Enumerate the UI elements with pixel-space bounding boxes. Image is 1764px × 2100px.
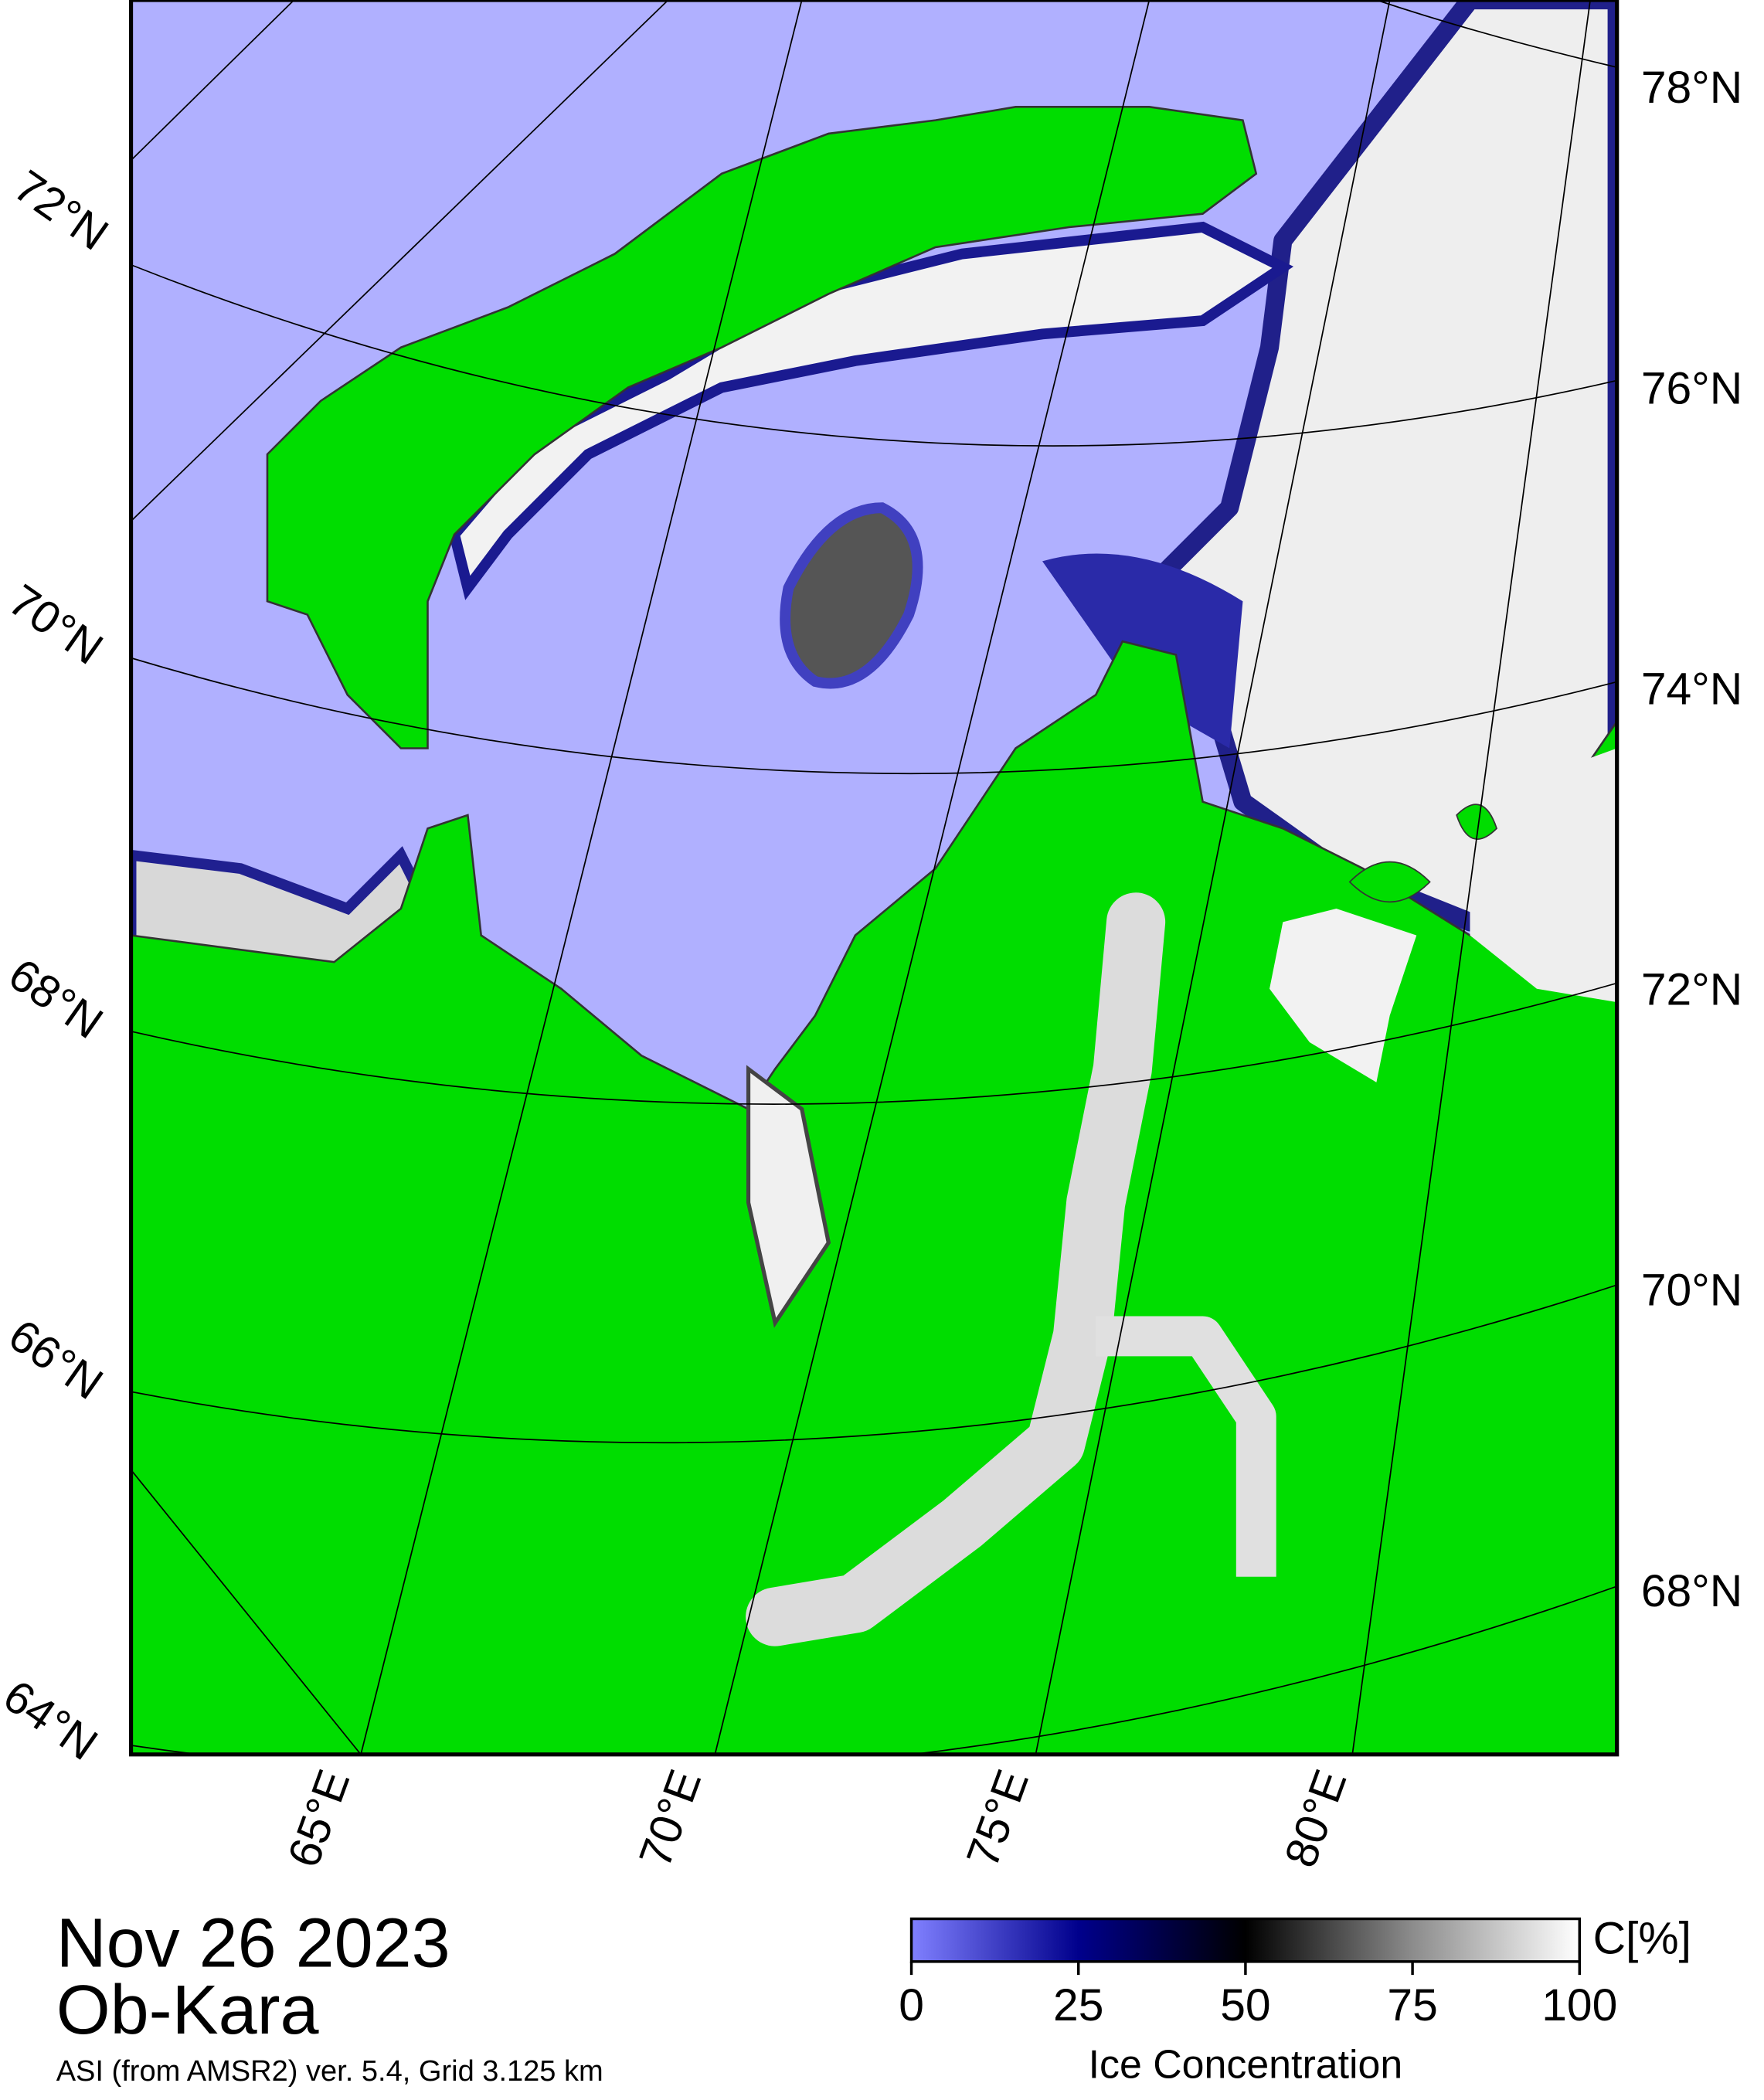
region: Ob-Kara xyxy=(56,1972,320,2049)
graticule xyxy=(131,0,1617,1755)
gulf-ice xyxy=(1096,1316,1276,1577)
sea-ice xyxy=(780,502,923,689)
sea-ice xyxy=(448,221,1294,600)
lat-label: 66°N xyxy=(0,1310,111,1409)
lat-label: 74°N xyxy=(1641,664,1742,714)
gulf-ice xyxy=(746,1065,831,1328)
gulf-ice xyxy=(1269,909,1417,1082)
date: Nov 26 2023 xyxy=(56,1905,450,1983)
colorbar-tick-label: 100 xyxy=(1541,1980,1617,2030)
meridian xyxy=(360,0,803,1755)
map-frame xyxy=(128,0,1620,1757)
lon-label: 70°E xyxy=(630,1763,711,1874)
meridian xyxy=(131,0,295,161)
colorbar-tick-label: 25 xyxy=(1053,1980,1103,2030)
meridian xyxy=(1351,0,1591,1755)
source: ASI (from AMSR2) ver. 5.4, Grid 3.125 km xyxy=(56,2055,603,2088)
colorbar xyxy=(909,1917,1582,1963)
meridian xyxy=(131,1469,362,1755)
lon-label: 65°E xyxy=(278,1763,359,1874)
meridian xyxy=(131,0,669,522)
lon-label: 80°E xyxy=(1276,1763,1357,1874)
meridian xyxy=(1035,0,1391,1755)
map-area xyxy=(131,0,1617,1755)
lon-label: 75°E xyxy=(957,1763,1038,1874)
lat-label: 68°N xyxy=(1641,1566,1742,1616)
lat-label: 76°N xyxy=(1641,363,1742,413)
parallel xyxy=(131,1284,1617,1444)
colorbar-unit: C[%] xyxy=(1593,1913,1691,1963)
colorbar-ticks: 0 25 50 75 100 xyxy=(899,1961,1617,2030)
parallel xyxy=(131,1585,1617,1755)
gulf-ice xyxy=(746,892,1166,1646)
gulf-ice xyxy=(1470,748,1617,1003)
parallel xyxy=(131,263,1617,447)
colorbar-label: Ice Concentration xyxy=(1089,2041,1403,2086)
lat-label: 70°N xyxy=(1641,1266,1742,1316)
lat-label: 78°N xyxy=(1641,63,1742,113)
lat-label: 64°N xyxy=(0,1670,107,1770)
lat-label: 70°N xyxy=(0,575,111,675)
parallel xyxy=(131,982,1617,1105)
colorbar-tick-label: 50 xyxy=(1220,1980,1270,2030)
meridian xyxy=(714,0,1151,1755)
lat-label: 72°N xyxy=(5,161,117,260)
lat-label: 68°N xyxy=(0,950,111,1049)
parallel xyxy=(131,657,1617,775)
land xyxy=(1348,804,1498,903)
lat-label: 72°N xyxy=(1641,965,1742,1015)
colorbar-tick-label: 0 xyxy=(899,1980,924,2030)
colorbar-tick-label: 75 xyxy=(1387,1980,1437,2030)
parallel xyxy=(1376,0,1617,68)
land xyxy=(266,106,1258,749)
